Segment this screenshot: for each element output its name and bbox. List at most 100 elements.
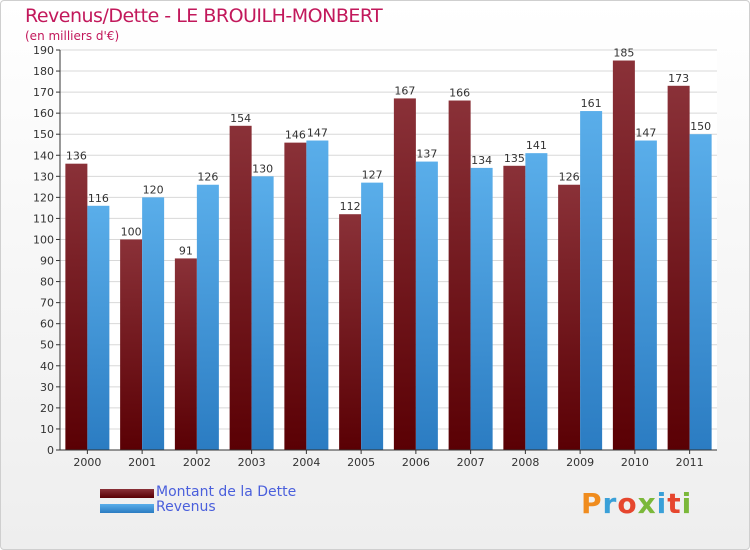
legend-swatch-dette [100, 489, 154, 498]
legend-label-dette: Montant de la Dette [156, 484, 297, 500]
bar-revenus [251, 176, 274, 450]
y-tick-label: 0 [47, 444, 54, 457]
bar-revenus [634, 140, 657, 451]
x-tick-label: 2010 [621, 456, 649, 469]
x-tick-label: 2002 [183, 456, 211, 469]
bar-revenus [196, 184, 219, 450]
legend-swatch-revenus [100, 504, 154, 513]
data-label-dette: 135 [504, 152, 525, 165]
data-label-revenus: 126 [197, 171, 218, 184]
y-tick-label: 100 [33, 233, 54, 246]
data-label-dette: 146 [285, 129, 306, 142]
data-label-revenus: 130 [252, 162, 273, 175]
logo-letter: P [581, 487, 603, 520]
x-tick-label: 2009 [566, 456, 594, 469]
data-label-dette: 91 [179, 244, 193, 257]
data-label-revenus: 120 [143, 183, 164, 196]
y-tick-label: 60 [40, 318, 54, 331]
bar-dette [284, 142, 307, 450]
y-tick-label: 120 [33, 191, 54, 204]
bar-revenus [470, 167, 493, 451]
y-tick-label: 170 [33, 86, 54, 99]
bars-layer [65, 60, 712, 451]
bar-dette [448, 100, 471, 451]
bar-revenus [87, 205, 110, 450]
y-tick-label: 40 [40, 360, 54, 373]
legend-label-revenus: Revenus [156, 499, 216, 515]
data-label-revenus: 127 [362, 169, 383, 182]
logo-letter: x [637, 487, 657, 520]
y-tick-label: 140 [33, 149, 54, 162]
bar-revenus [580, 111, 603, 450]
data-label-dette: 112 [340, 200, 361, 213]
data-label-dette: 173 [668, 72, 689, 85]
data-label-dette: 154 [230, 112, 251, 125]
bar-revenus [361, 182, 384, 450]
data-label-revenus: 147 [635, 127, 656, 140]
y-tick-label: 30 [40, 381, 54, 394]
bar-dette [558, 184, 581, 450]
y-tick-label: 90 [40, 255, 54, 268]
y-tick-label: 180 [33, 65, 54, 78]
data-label-revenus: 116 [88, 192, 109, 205]
data-label-dette: 126 [559, 171, 580, 184]
data-label-dette: 167 [394, 84, 415, 97]
x-tick-label: 2003 [238, 456, 266, 469]
bar-dette [339, 214, 362, 450]
x-tick-label: 2011 [676, 456, 704, 469]
data-label-revenus: 134 [471, 154, 492, 167]
bar-revenus [415, 161, 438, 450]
bar-dette [612, 60, 635, 451]
data-label-dette: 136 [66, 150, 87, 163]
y-tick-label: 150 [33, 128, 54, 141]
bar-revenus [142, 197, 165, 450]
x-tick-label: 2008 [511, 456, 539, 469]
bar-dette [229, 125, 252, 450]
bar-dette [503, 165, 526, 450]
y-tick-label: 10 [40, 423, 54, 436]
logo-letter: r [602, 487, 618, 520]
bar-dette [393, 98, 416, 450]
data-label-dette: 100 [121, 225, 142, 238]
chart-subtitle: (en milliers d'€) [25, 29, 120, 43]
bar-revenus [689, 134, 712, 451]
bar-dette [174, 258, 197, 450]
logo-letter: t [667, 487, 682, 520]
bar-dette [120, 239, 143, 450]
y-tick-label: 80 [40, 276, 54, 289]
data-label-dette: 166 [449, 87, 470, 100]
x-tick-label: 2004 [292, 456, 320, 469]
axis-layer: 0 10 20 30 40 50 60 70 80 90 100 110 120 130 140 150 160… [33, 44, 717, 469]
y-tick-label: 70 [40, 297, 54, 310]
grid-layer [60, 49, 717, 451]
y-tick-label: 130 [33, 170, 54, 183]
proxiti-logo: Proxiti [581, 487, 692, 520]
data-label-dette: 185 [613, 47, 634, 60]
y-tick-label: 50 [40, 339, 54, 352]
x-tick-label: 2007 [457, 456, 485, 469]
data-label-revenus: 161 [581, 97, 602, 110]
bar-dette [667, 85, 690, 450]
y-tick-label: 110 [33, 212, 54, 225]
chart-title: Revenus/Dette - LE BROUILH-MONBERT [25, 5, 383, 27]
logo-letter: o [617, 487, 638, 520]
x-tick-label: 2000 [73, 456, 101, 469]
data-label-revenus: 137 [416, 148, 437, 161]
bar-dette [65, 163, 88, 450]
data-label-revenus: 147 [307, 127, 328, 140]
x-tick-label: 2001 [128, 456, 156, 469]
bar-revenus [525, 153, 548, 450]
x-tick-label: 2006 [402, 456, 430, 469]
data-label-revenus: 141 [526, 139, 547, 152]
bar-revenus [306, 140, 329, 451]
plot-area [60, 50, 717, 450]
x-tick-label: 2005 [347, 456, 375, 469]
y-tick-label: 160 [33, 107, 54, 120]
data-label-revenus: 150 [690, 120, 711, 133]
y-tick-label: 190 [33, 44, 54, 57]
y-tick-label: 20 [40, 402, 54, 415]
logo-letter: i [656, 487, 668, 520]
logo-letter: i [681, 487, 693, 520]
